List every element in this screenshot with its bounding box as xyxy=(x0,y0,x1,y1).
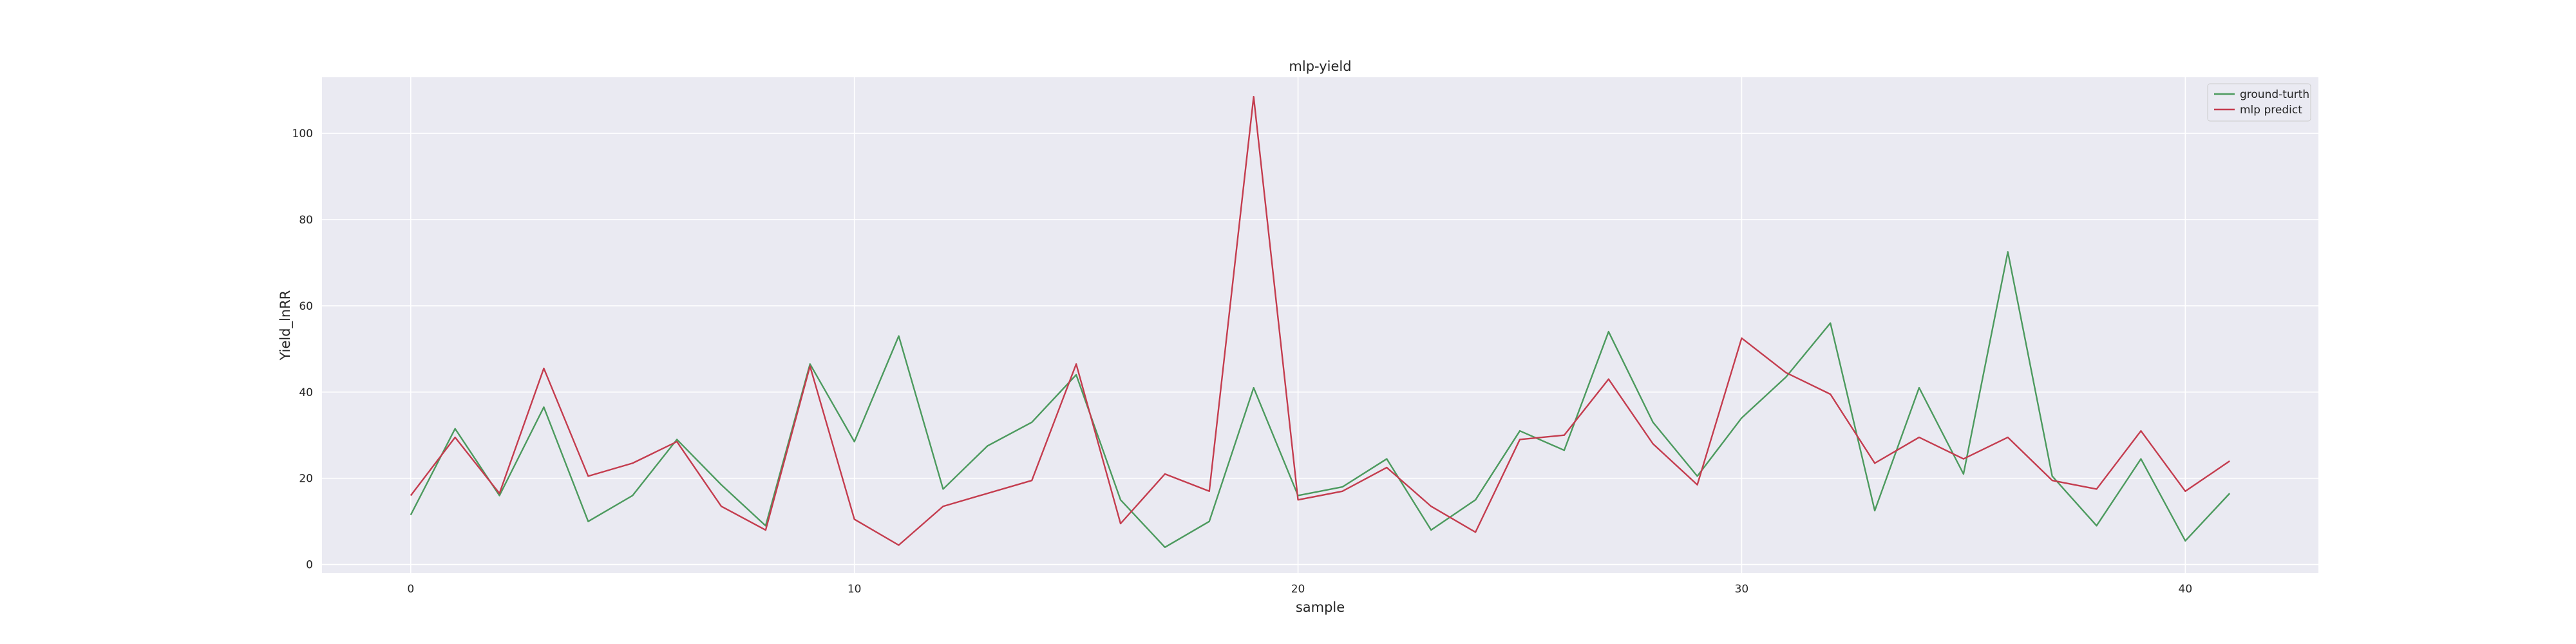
y-tick-label: 0 xyxy=(306,559,313,572)
y-tick-label: 80 xyxy=(299,214,313,227)
y-tick-label: 100 xyxy=(292,128,313,140)
x-axis-label: sample xyxy=(1296,600,1345,615)
series-line-2 xyxy=(410,95,2230,546)
y-axis-ticks: 0 20 40 60 80 100 xyxy=(292,128,313,572)
series-line-1 xyxy=(410,251,2231,549)
plot-area xyxy=(322,77,2318,573)
y-tick-label: 40 xyxy=(299,386,313,399)
chart-title: mlp-yield xyxy=(1289,59,1351,74)
legend-label-1: ground-turth xyxy=(2240,88,2309,101)
x-tick-label: 10 xyxy=(848,583,862,596)
y-tick-label: 60 xyxy=(299,300,313,313)
legend-label-2: mlp predict xyxy=(2240,104,2302,117)
y-axis-label: Yield_lnRR xyxy=(278,290,294,361)
gridlines xyxy=(322,77,2318,573)
x-tick-label: 20 xyxy=(1291,583,1305,596)
legend: ground-turth mlp predict xyxy=(2207,83,2311,122)
series-layer xyxy=(410,95,2231,549)
y-tick-label: 20 xyxy=(299,473,313,486)
legend-box xyxy=(2207,83,2311,122)
x-tick-label: 30 xyxy=(1735,583,1749,596)
x-tick-label: 40 xyxy=(2179,583,2193,596)
x-tick-label: 0 xyxy=(407,583,414,596)
x-axis-ticks: 0 10 20 30 40 xyxy=(407,583,2192,596)
